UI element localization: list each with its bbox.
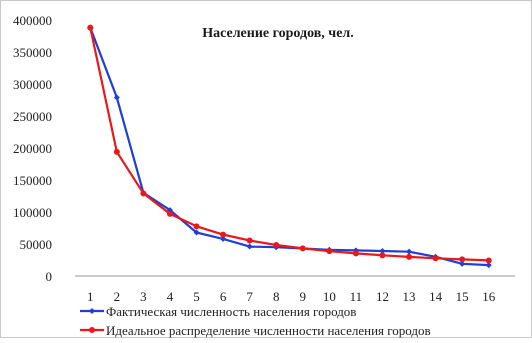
data-point-series-1	[459, 260, 466, 267]
data-point-series-2	[193, 223, 200, 230]
y-tick-label: 350000	[13, 45, 52, 60]
x-tick-label: 4	[167, 289, 174, 304]
data-point-series-1	[246, 243, 253, 250]
legend-marker-1	[89, 308, 95, 314]
series-line-1	[89, 27, 489, 267]
data-point-series-2	[459, 256, 466, 263]
chart-title: Население городов, чел.	[202, 26, 354, 41]
y-tick-label: 50000	[20, 237, 53, 252]
data-point-series-2	[352, 250, 359, 257]
legend: Фактическая численность населения городо…	[80, 304, 431, 338]
data-point-series-2	[87, 24, 94, 31]
data-point-series-1	[485, 262, 492, 269]
data-point-series-1	[220, 235, 227, 242]
x-tick-label: 16	[482, 289, 496, 304]
x-tick-label: 9	[300, 289, 307, 304]
data-point-series-1	[113, 94, 120, 101]
legend-label-2: Идеальное распределение численности насе…	[106, 323, 431, 338]
y-tick-label: 400000	[13, 13, 52, 28]
legend-marker-2	[89, 327, 95, 333]
y-tick-label: 100000	[13, 205, 52, 220]
x-tick-label: 15	[456, 289, 469, 304]
x-tick-label: 10	[323, 289, 336, 304]
y-tick-label: 250000	[13, 109, 52, 124]
axes: 0 50000 100000 150000 200000 250000 300000 3500…	[13, 13, 515, 304]
x-tick-label: 2	[114, 289, 121, 304]
x-tick-label: 8	[273, 289, 280, 304]
x-tick-label: 1	[87, 289, 94, 304]
data-point-series-2	[379, 252, 386, 259]
x-tick-label: 13	[403, 289, 416, 304]
data-point-series-1	[379, 248, 386, 255]
legend-label-1: Фактическая численность населения городо…	[106, 304, 356, 319]
data-point-series-2	[273, 241, 280, 248]
data-point-series-2	[406, 253, 413, 260]
y-tick-label: 200000	[13, 141, 52, 156]
x-tick-label: 11	[350, 289, 363, 304]
data-point-series-2	[432, 255, 439, 262]
x-tick-label: 6	[220, 289, 227, 304]
data-point-series-2	[299, 245, 306, 252]
data-point-series-2	[166, 210, 173, 217]
y-tick-label: 0	[46, 269, 53, 284]
data-point-series-2	[220, 231, 227, 238]
x-tick-label: 5	[193, 289, 200, 304]
data-point-series-1	[193, 229, 200, 236]
x-tick-label: 3	[140, 289, 147, 304]
x-tick-label: 12	[376, 289, 389, 304]
y-tick-label: 150000	[13, 173, 52, 188]
data-point-series-2	[326, 248, 333, 255]
data-point-series-2	[485, 257, 492, 264]
data-point-series-1	[406, 248, 413, 255]
x-tick-label: 7	[246, 289, 253, 304]
x-tick-label: 14	[429, 289, 443, 304]
y-tick-label: 300000	[13, 77, 52, 92]
data-point-series-2	[246, 237, 253, 244]
data-point-series-2	[140, 190, 147, 197]
data-point-series-2	[113, 148, 120, 155]
series-line-2	[89, 27, 489, 262]
series-layer	[87, 24, 492, 269]
